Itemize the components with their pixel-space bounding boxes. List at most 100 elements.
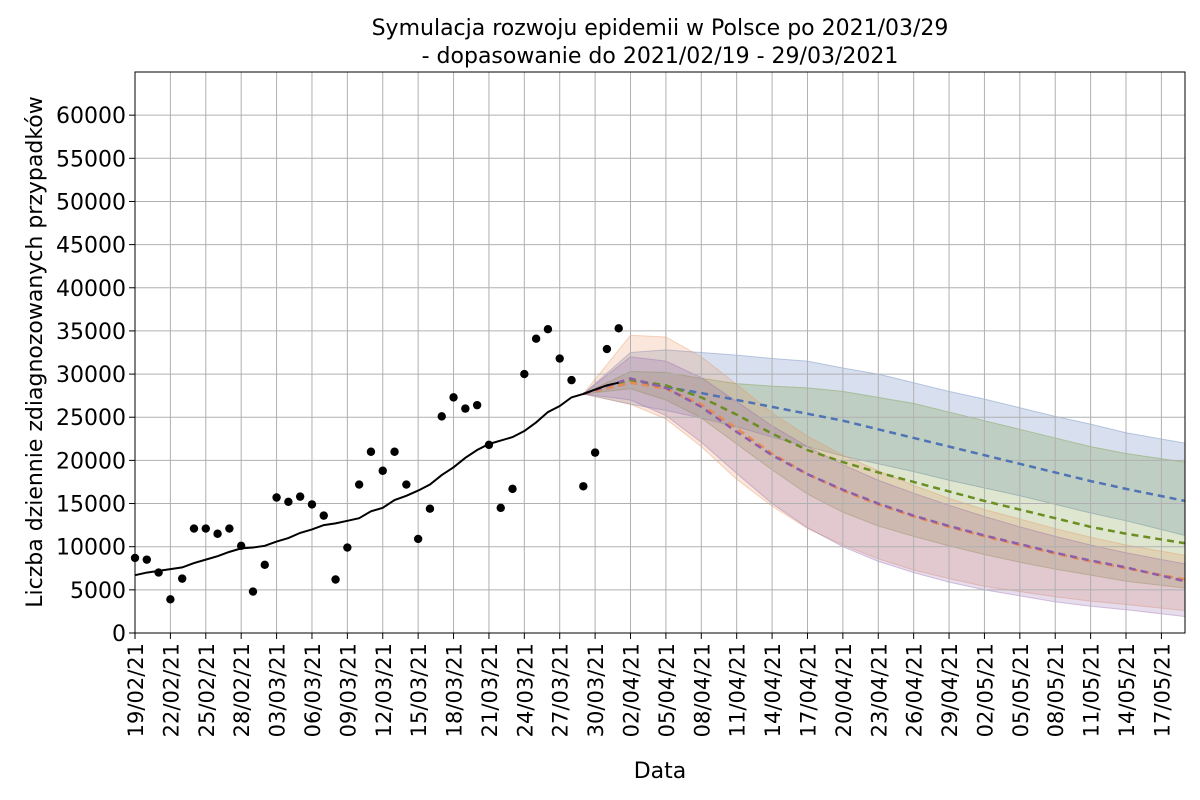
y-tick-label: 40000 — [56, 277, 126, 302]
data-point — [331, 575, 340, 584]
y-tick-label: 35000 — [56, 320, 126, 345]
x-tick-label: 14/04/21 — [761, 643, 785, 737]
data-point — [284, 497, 293, 507]
data-point — [260, 560, 269, 570]
data-point — [496, 503, 505, 513]
x-tick-label: 18/03/21 — [443, 643, 467, 737]
x-tick-label: 28/02/21 — [230, 643, 254, 737]
data-point — [472, 400, 482, 410]
data-point — [520, 369, 529, 379]
y-axis-ticks: 0 5000 10000 15000 20000 25000 30000 35000 40000… — [56, 104, 135, 647]
data-point — [579, 482, 588, 491]
chart-title-line2: - dopasowanie do 2021/02/19 - 29/03/2021 — [422, 44, 899, 69]
data-point — [295, 492, 305, 501]
data-point — [543, 324, 553, 334]
data-point — [567, 375, 576, 385]
data-point — [319, 511, 328, 520]
x-tick-label: 11/04/21 — [726, 643, 750, 737]
data-point — [166, 595, 175, 604]
y-tick-label: 25000 — [56, 406, 126, 431]
x-tick-label: 11/05/21 — [1080, 643, 1104, 737]
plot-frame — [134, 71, 1186, 634]
data-point — [236, 541, 246, 551]
observed-points — [130, 324, 623, 604]
x-tick-label: 17/04/21 — [796, 643, 820, 737]
data-point — [354, 480, 364, 489]
x-tick-label: 27/03/21 — [549, 643, 573, 737]
y-tick-label: 30000 — [56, 363, 126, 388]
data-point — [437, 412, 446, 421]
x-tick-label: 29/04/21 — [938, 643, 962, 737]
y-tick-label: 20000 — [56, 449, 126, 474]
x-tick-label: 21/03/21 — [478, 643, 502, 737]
y-tick-label: 50000 — [56, 190, 126, 215]
x-tick-label: 25/02/21 — [195, 643, 219, 737]
scenario-line-4 — [582, 377, 1186, 583]
data-point — [154, 568, 163, 577]
data-point — [484, 440, 494, 450]
data-point — [189, 524, 199, 533]
x-tick-label: 19/02/21 — [124, 643, 148, 737]
data-point — [177, 574, 187, 583]
data-point — [272, 493, 281, 502]
x-tick-label: 23/04/21 — [867, 643, 891, 737]
data-point — [531, 334, 541, 343]
x-axis-label: Data — [634, 759, 687, 784]
y-tick-label: 5000 — [70, 579, 126, 604]
x-tick-label: 24/03/21 — [513, 643, 537, 737]
chart-title-line1: Symulacja rozwoju epidemii w Polsce po 2… — [372, 16, 949, 41]
data-point — [390, 447, 399, 456]
data-point — [248, 587, 258, 596]
x-tick-label: 02/05/21 — [973, 643, 997, 737]
x-tick-label: 30/03/21 — [584, 643, 608, 737]
scenario-lines — [582, 377, 1186, 583]
y-tick-label: 55000 — [56, 147, 126, 172]
y-tick-label: 10000 — [56, 536, 126, 561]
x-tick-label: 20/04/21 — [832, 643, 856, 737]
x-tick-label: 22/02/21 — [159, 643, 183, 737]
data-point — [508, 484, 517, 494]
x-tick-label: 14/05/21 — [1115, 643, 1139, 737]
fitted-line — [134, 381, 619, 577]
x-tick-label: 02/04/21 — [620, 643, 644, 737]
y-tick-label: 60000 — [56, 104, 126, 129]
x-tick-label: 03/03/21 — [266, 643, 290, 737]
x-tick-label: 08/05/21 — [1044, 643, 1068, 737]
x-tick-label: 26/04/21 — [903, 643, 927, 737]
x-tick-label: 08/04/21 — [690, 643, 714, 737]
data-point — [307, 500, 317, 509]
x-axis-ticks: 19/02/21 22/02/21 25/02/21 28/02/21 03/03/21… — [124, 633, 1174, 737]
data-point — [343, 543, 352, 552]
data-point — [142, 555, 151, 564]
x-tick-label: 05/05/21 — [1009, 643, 1033, 737]
x-tick-label: 15/03/21 — [407, 643, 431, 737]
data-point — [461, 404, 470, 413]
confidence-bands — [582, 334, 1186, 618]
data-point — [366, 447, 376, 456]
fitted-line-group — [134, 381, 619, 577]
data-point — [413, 534, 423, 544]
x-tick-label: 06/03/21 — [301, 643, 325, 737]
data-point — [602, 344, 612, 354]
x-tick-label: 12/03/21 — [372, 643, 396, 737]
y-tick-label: 45000 — [56, 234, 126, 259]
x-tick-label: 09/03/21 — [336, 643, 360, 737]
data-point — [614, 324, 623, 333]
data-point — [225, 524, 234, 533]
x-tick-label: 17/05/21 — [1150, 643, 1174, 737]
data-point — [449, 393, 458, 402]
data-point — [425, 504, 435, 513]
data-point — [378, 466, 387, 475]
x-tick-label: 05/04/21 — [655, 643, 679, 737]
data-point — [213, 529, 222, 538]
y-tick-label: 15000 — [56, 493, 126, 518]
data-point — [555, 354, 564, 363]
data-point — [201, 524, 210, 533]
y-axis-label: Liczba dziennie zdiagnozowanych przypadk… — [23, 96, 48, 608]
data-point — [590, 448, 600, 457]
scenario-line-1 — [583, 381, 1186, 503]
data-point — [402, 480, 411, 489]
y-tick-label: 0 — [112, 622, 126, 647]
scenario-line-2 — [582, 378, 1186, 545]
